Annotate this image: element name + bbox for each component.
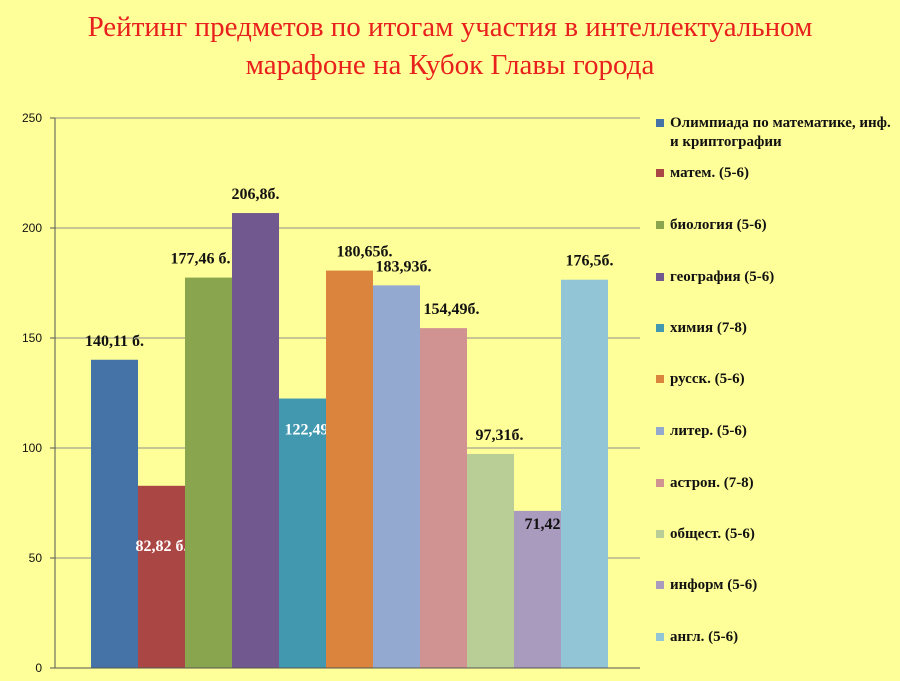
legend-item: биология (5-6) [656,216,767,235]
legend-item: русск. (5-6) [656,370,745,389]
legend-swatch [656,427,664,435]
y-tick-label: 50 [29,551,43,565]
legend-item: Олимпиада по математике, инф. и криптогр… [656,114,898,152]
legend-item: информ (5-6) [656,576,757,595]
data-label: 154,49б. [424,301,480,318]
y-tick-label: 200 [22,221,42,235]
data-label: 97,31б. [476,427,524,444]
bar [514,510,561,668]
legend-item: литер. (5-6) [656,422,747,441]
legend-label: астрон. (7-8) [670,475,754,491]
legend-swatch [656,375,664,383]
data-label: 82,82 б. [136,538,188,555]
legend-label: биология (5-6) [670,217,767,233]
data-label: 183,93б. [376,258,432,275]
legend-swatch [656,169,664,177]
data-label: 206,8б. [232,186,280,203]
chart-title-line-2: марафоне на Кубок Главы города [245,49,655,81]
legend-item: астрон. (7-8) [656,474,754,493]
legend-item: химия (7-8) [656,319,747,338]
legend-label: русск. (5-6) [670,371,745,387]
legend-item: общест. (5-6) [656,525,755,544]
legend-label: литер. (5-6) [670,423,747,439]
data-label: 176,5б. [566,253,614,270]
data-label: 177,46 б. [171,251,231,268]
bar [138,485,185,668]
legend-item: матем. (5-6) [656,164,749,183]
legend-swatch [656,633,664,641]
legend-swatch [656,530,664,538]
bar [561,279,608,668]
legend-swatch [656,273,664,281]
legend-item: география (5-6) [656,268,774,287]
legend-label: Олимпиада по математике, инф. и криптогр… [670,115,891,150]
legend-item: англ. (5-6) [656,628,738,647]
legend-label: общест. (5-6) [670,526,755,542]
bar [467,453,514,668]
bar [373,285,420,668]
legend-swatch [656,581,664,589]
legend-label: информ (5-6) [670,577,758,593]
bar [185,277,232,668]
y-tick-label: 250 [22,111,42,125]
legend-label: география (5-6) [670,269,775,285]
legend-swatch [656,324,664,332]
y-tick-label: 100 [22,441,42,455]
legend-label: англ. (5-6) [670,629,739,645]
y-tick-label: 150 [22,331,42,345]
chart-title: Рейтинг предметов по итогам участия в ин… [0,8,900,84]
legend-swatch [656,479,664,487]
bar [420,328,467,668]
bar [326,270,373,668]
chart-title-line-1: Рейтинг предметов по итогам участия в ин… [87,11,813,43]
legend-label: химия (7-8) [670,320,747,336]
data-label: 140,11 б. [85,333,144,350]
bar [279,398,326,668]
legend-swatch [656,119,664,127]
legend-swatch [656,221,664,229]
y-tick-label: 0 [35,661,42,675]
legend-label: матем. (5-6) [670,165,749,181]
data-label: 71,42б. [525,516,573,533]
bar [232,213,279,669]
bar [91,359,138,668]
data-label: 180,65б. [337,244,393,261]
